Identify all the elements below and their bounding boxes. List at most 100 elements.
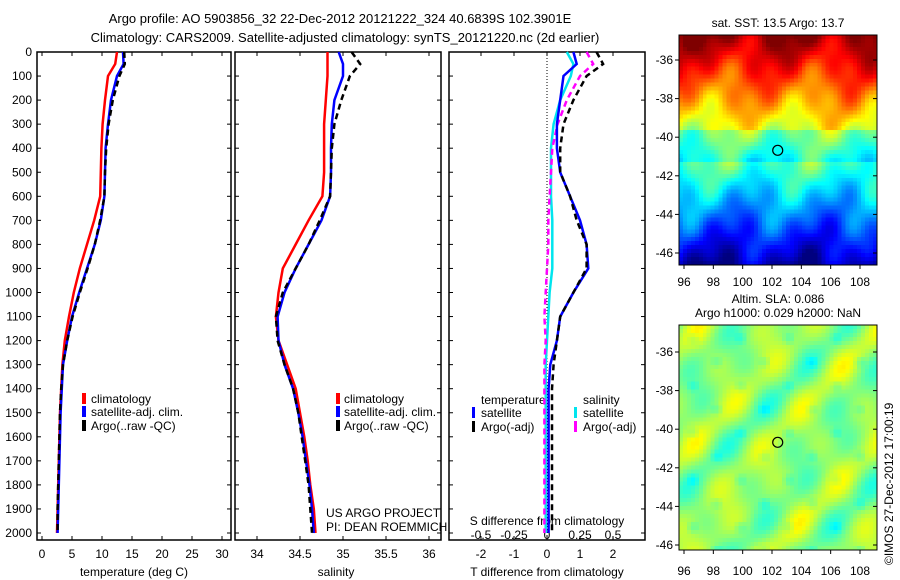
longitude-tick-label: 102 bbox=[762, 275, 782, 289]
longitude-tick-label: 104 bbox=[791, 564, 811, 578]
temperature-argo-curve bbox=[56, 51, 127, 533]
temperature-tick-label: 15 bbox=[125, 547, 139, 561]
temperature-tick-label: 20 bbox=[155, 547, 169, 561]
legend-swatch-climatology bbox=[336, 393, 340, 404]
legend-swatch-s-argo bbox=[574, 421, 577, 432]
longitude-tick-label: 100 bbox=[733, 564, 753, 578]
longitude-tick-label: 98 bbox=[707, 275, 721, 289]
legend-label: climatology bbox=[344, 392, 404, 406]
argo-location-marker bbox=[772, 144, 784, 156]
legend-swatch-climatology bbox=[82, 393, 86, 404]
temperature-tick-label: 10 bbox=[95, 547, 109, 561]
depth-tick-label: 1700 bbox=[5, 454, 32, 468]
t-diff-tick-label: -2 bbox=[476, 547, 487, 561]
legend-swatch-t-satellite bbox=[472, 407, 475, 418]
temperature-satellite-curve bbox=[56, 51, 125, 534]
salinity-tick-label: 35 bbox=[336, 547, 350, 561]
latitude-tick-label: -40 bbox=[656, 422, 674, 436]
legend-title-temperature: temperature bbox=[481, 393, 546, 407]
depth-tick-label: 0 bbox=[25, 45, 32, 59]
s-diff-satellite-curve bbox=[544, 51, 575, 533]
s-diff-tick-label: 0.25 bbox=[568, 528, 592, 542]
depth-tick-label: 600 bbox=[12, 189, 32, 203]
latitude-tick-label: -42 bbox=[656, 169, 674, 183]
t-diff-tick-label: 0 bbox=[544, 547, 551, 561]
difference-legend: temperature salinity satellite Argo(-adj… bbox=[472, 393, 636, 434]
longitude-tick-label: 104 bbox=[791, 275, 811, 289]
legend-label: Argo(..raw -QC) bbox=[91, 419, 176, 433]
depth-tick-label: 1400 bbox=[5, 382, 32, 396]
longitude-tick-label: 106 bbox=[821, 564, 841, 578]
sst-map-title: sat. SST: 13.5 Argo: 13.7 bbox=[712, 16, 845, 30]
latitude-tick-label: -44 bbox=[656, 207, 674, 221]
latitude-tick-label: -46 bbox=[656, 246, 674, 260]
longitude-tick-label: 102 bbox=[762, 564, 782, 578]
legend-label: Argo(-adj) bbox=[583, 420, 636, 434]
depth-tick-label: 800 bbox=[12, 237, 32, 251]
longitude-tick-label: 108 bbox=[850, 275, 870, 289]
salinity-axis-label: salinity bbox=[318, 565, 355, 579]
t-diff-axis-label: T difference from climatology bbox=[470, 565, 624, 579]
latitude-tick-label: -40 bbox=[656, 130, 674, 144]
legend-label: satellite-adj. clim. bbox=[344, 405, 436, 419]
latitude-tick-label: -46 bbox=[656, 538, 674, 552]
longitude-tick-label: 96 bbox=[677, 564, 691, 578]
depth-tick-label: 1100 bbox=[6, 310, 32, 324]
legend-swatch-satellite bbox=[336, 406, 340, 417]
depth-tick-label: 2000 bbox=[5, 526, 32, 540]
depth-tick-label: 1200 bbox=[5, 334, 32, 348]
longitude-tick-label: 108 bbox=[850, 564, 870, 578]
legend-swatch-argo bbox=[336, 420, 340, 431]
temperature-axis-label: temperature (deg C) bbox=[80, 565, 188, 579]
argo-location-marker bbox=[772, 436, 784, 448]
temperature-tick-label: 0 bbox=[39, 547, 46, 561]
map-frame bbox=[678, 324, 878, 551]
latitude-tick-label: -36 bbox=[656, 53, 674, 67]
salinity-tick-label: 36 bbox=[422, 547, 436, 561]
latitude-tick-label: -36 bbox=[656, 345, 674, 359]
credit-line1: US ARGO PROJECT bbox=[326, 506, 441, 520]
depth-tick-label: 400 bbox=[12, 141, 32, 155]
s-diff-tick-label: -0.25 bbox=[500, 528, 528, 542]
t-diff-argo-curve bbox=[550, 51, 605, 533]
legend-label: climatology bbox=[91, 392, 151, 406]
legend-label: Argo(-adj) bbox=[481, 420, 534, 434]
depth-tick-label: 1800 bbox=[5, 478, 32, 492]
temperature-tick-label: 5 bbox=[69, 547, 76, 561]
longitude-tick-label: 96 bbox=[677, 275, 691, 289]
legend-swatch-s-satellite bbox=[574, 407, 577, 418]
latitude-tick-label: -44 bbox=[656, 499, 674, 513]
sla-map-title-line1: Altim. SLA: 0.086 bbox=[732, 292, 825, 306]
figure-title-line2: Climatology: CARS2009. Satellite-adjuste… bbox=[91, 30, 600, 45]
temperature-legend: climatology satellite-adj. clim. Argo(..… bbox=[82, 392, 183, 433]
longitude-tick-label: 98 bbox=[707, 564, 721, 578]
latitude-tick-label: -38 bbox=[656, 92, 674, 106]
legend-swatch-satellite bbox=[82, 406, 86, 417]
depth-tick-label: 500 bbox=[12, 165, 32, 179]
legend-label: satellite-adj. clim. bbox=[91, 405, 183, 419]
figure-title-line1: Argo profile: AO 5903856_32 22-Dec-2012 … bbox=[109, 11, 572, 26]
salinity-tick-label: 34.5 bbox=[288, 547, 312, 561]
depth-tick-label: 200 bbox=[12, 93, 32, 107]
salinity-legend: climatology satellite-adj. clim. Argo(..… bbox=[336, 392, 436, 433]
temperature-tick-label: 25 bbox=[185, 547, 199, 561]
s-diff-argo-curve bbox=[543, 51, 595, 533]
depth-tick-label: 900 bbox=[12, 261, 32, 275]
depth-tick-label: 1900 bbox=[5, 502, 32, 516]
latitude-tick-label: -38 bbox=[656, 384, 674, 398]
map-frame bbox=[678, 34, 878, 266]
depth-tick-label: 1500 bbox=[5, 406, 32, 420]
legend-label: satellite bbox=[583, 406, 624, 420]
salinity-tick-label: 35.5 bbox=[374, 547, 398, 561]
legend-swatch-t-argo bbox=[472, 421, 475, 432]
t-diff-tick-label: -1 bbox=[509, 547, 520, 561]
longitude-tick-label: 100 bbox=[733, 275, 753, 289]
legend-title-salinity: salinity bbox=[583, 393, 620, 407]
salinity-climatology-curve bbox=[274, 52, 329, 534]
plot-frame-0 bbox=[36, 51, 232, 541]
sst-map bbox=[679, 35, 877, 265]
latitude-tick-label: -42 bbox=[656, 461, 674, 475]
s-diff-tick-label: -0.5 bbox=[471, 528, 492, 542]
